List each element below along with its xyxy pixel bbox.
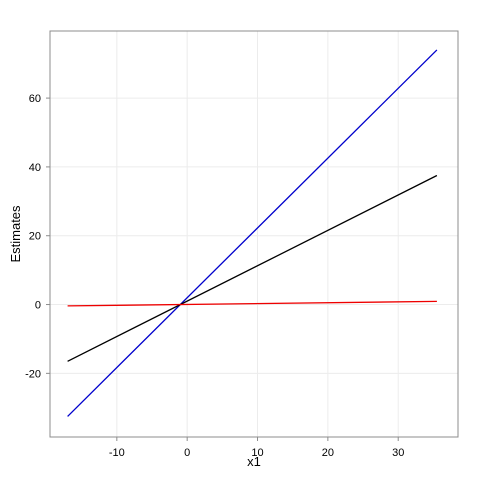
gridlines (50, 31, 458, 437)
series-line-3 (67, 300, 437, 307)
y-tick-label: 60 (29, 93, 41, 105)
plot-frame (49, 30, 459, 438)
y-tick-label: 40 (29, 162, 41, 174)
y-tick-label: 0 (35, 300, 41, 312)
series-line-2 (67, 174, 438, 362)
x-tick-label: 10 (251, 447, 263, 459)
x-tick-label: 30 (392, 447, 404, 459)
y-tick-label: -20 (25, 368, 41, 380)
series-line-1 (67, 49, 438, 417)
y-tick-label: 20 (29, 231, 41, 243)
axis-ticks: -10 0 10 20 30 -20 0 20 40 60 (25, 93, 404, 459)
x-tick-label: 0 (184, 447, 190, 459)
x-tick-label: 20 (322, 447, 334, 459)
y-axis-title: Estimates (8, 205, 23, 263)
x-axis-title: x1 (247, 454, 261, 469)
x-tick-label: -10 (109, 447, 125, 459)
series-lines (67, 49, 438, 417)
